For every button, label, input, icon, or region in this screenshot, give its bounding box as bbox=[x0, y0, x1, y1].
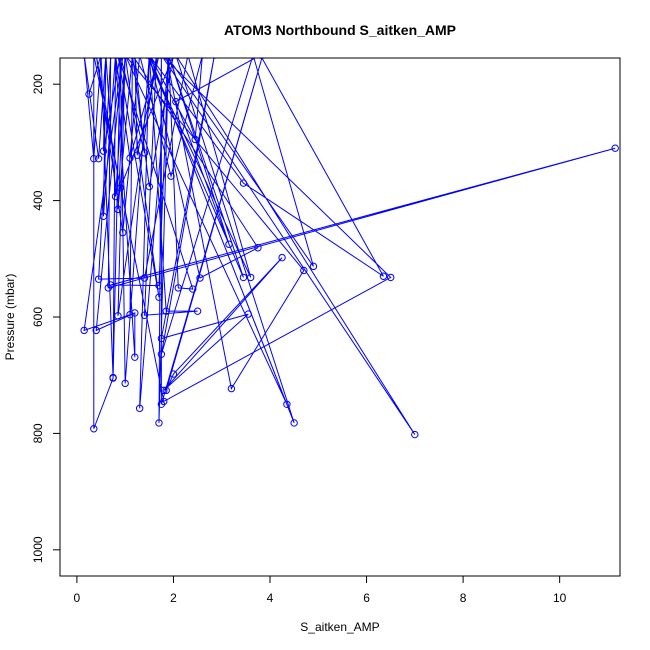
data-point bbox=[99, 147, 108, 155]
y-tick-label: 600 bbox=[31, 307, 45, 327]
data-point bbox=[126, 154, 134, 162]
data-point bbox=[140, 311, 149, 319]
series-line bbox=[83, 58, 616, 435]
data-point bbox=[131, 353, 139, 361]
y-axis-label: Pressure (mbar) bbox=[3, 274, 17, 361]
data-point bbox=[239, 273, 248, 282]
data-point bbox=[85, 90, 93, 98]
data-point bbox=[157, 334, 166, 343]
y-tick-label: 800 bbox=[31, 423, 45, 443]
data-point bbox=[611, 144, 619, 152]
y-tick-label: 200 bbox=[31, 74, 45, 94]
data-point bbox=[121, 379, 129, 388]
data-point bbox=[300, 266, 308, 275]
data-point bbox=[109, 374, 117, 382]
data-point bbox=[157, 350, 166, 358]
data-point bbox=[411, 430, 419, 439]
data-point bbox=[239, 179, 248, 187]
x-tick-label: 0 bbox=[74, 591, 81, 605]
data-point bbox=[92, 326, 100, 335]
x-axis: 0 2 4 6 8 10 bbox=[74, 575, 567, 605]
x-tick-label: 8 bbox=[460, 591, 467, 605]
data-point bbox=[80, 326, 88, 335]
x-tick-label: 10 bbox=[553, 591, 567, 605]
x-tick-label: 4 bbox=[267, 591, 274, 605]
data-point bbox=[116, 184, 125, 192]
data-point bbox=[290, 419, 298, 427]
data-point bbox=[126, 310, 134, 319]
data-point bbox=[111, 192, 120, 201]
data-point bbox=[99, 212, 108, 221]
data-point bbox=[90, 154, 98, 163]
data-point bbox=[155, 419, 163, 427]
data-point bbox=[160, 397, 168, 406]
data-point bbox=[145, 182, 154, 191]
data-point bbox=[379, 272, 388, 280]
data-point bbox=[386, 273, 395, 282]
data-point bbox=[160, 386, 168, 395]
data-point bbox=[227, 384, 236, 393]
data-point bbox=[114, 312, 122, 320]
data-point bbox=[106, 281, 115, 289]
data-point bbox=[119, 228, 127, 237]
y-tick-label: 400 bbox=[31, 190, 45, 210]
x-tick-label: 6 bbox=[363, 591, 370, 605]
data-point bbox=[162, 307, 170, 315]
data-point bbox=[155, 281, 163, 290]
data-point bbox=[135, 404, 144, 413]
data-point bbox=[196, 274, 204, 282]
data-point bbox=[225, 240, 233, 248]
data-point bbox=[172, 97, 180, 106]
data-point bbox=[114, 205, 122, 214]
data-point bbox=[167, 172, 175, 180]
data-point bbox=[254, 244, 262, 252]
data-point bbox=[174, 284, 182, 292]
data-point bbox=[283, 400, 291, 408]
data-point bbox=[169, 370, 178, 378]
data-point bbox=[140, 274, 149, 282]
data-point bbox=[244, 310, 252, 318]
data-point bbox=[131, 309, 139, 317]
data-point bbox=[278, 253, 286, 262]
data-point bbox=[191, 135, 199, 144]
data-point bbox=[246, 273, 255, 282]
data-point bbox=[140, 149, 149, 157]
data-point bbox=[162, 386, 170, 395]
data-point bbox=[189, 285, 197, 293]
chart-title: ATOM3 Northbound S_aitken_AMP bbox=[224, 22, 456, 38]
data-point bbox=[133, 151, 141, 159]
y-tick-label: 1000 bbox=[31, 536, 45, 563]
x-axis-label: S_aitken_AMP bbox=[300, 620, 379, 634]
data-point bbox=[94, 154, 103, 163]
data-point bbox=[94, 275, 103, 283]
data-point bbox=[193, 307, 202, 315]
x-tick-label: 2 bbox=[170, 591, 177, 605]
data-point bbox=[309, 262, 318, 271]
data-point bbox=[155, 293, 163, 301]
data-point bbox=[90, 425, 98, 433]
y-axis: 200 400 600 800 1000 bbox=[31, 74, 61, 563]
